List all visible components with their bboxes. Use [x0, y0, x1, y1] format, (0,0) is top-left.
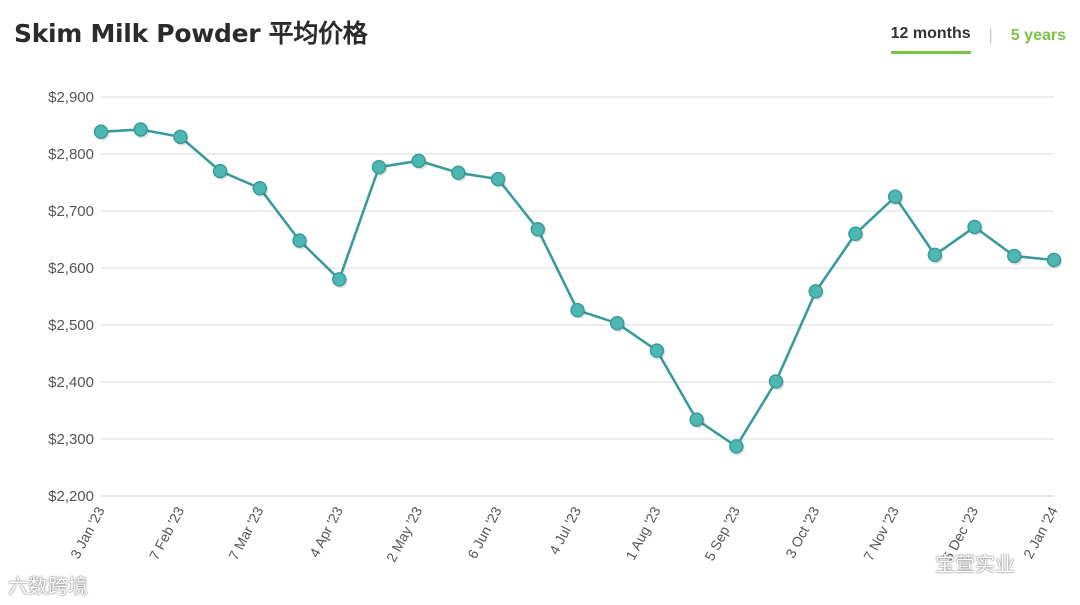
series-line	[100, 128, 1055, 448]
y-tick-label: $2,200	[48, 488, 94, 505]
data-point	[570, 302, 585, 318]
y-tick-label: $2,700	[48, 203, 94, 220]
x-tick-label: 7 Feb '23	[146, 504, 187, 563]
data-point	[133, 122, 148, 137]
y-tick-label: $2,600	[48, 260, 94, 277]
tab-5-years[interactable]: 5 years	[1010, 26, 1066, 44]
data-point	[689, 412, 704, 427]
x-tick-label: 6 Jun '23	[464, 504, 505, 561]
data-point	[848, 226, 863, 242]
data-point	[490, 171, 506, 187]
tab-separator: |	[988, 26, 993, 44]
x-tick-label: 4 Jul '23	[546, 504, 585, 557]
time-range-tabs: 12 months | 5 years	[890, 25, 1066, 54]
tab-12-months[interactable]: 12 months	[890, 25, 971, 54]
y-tick-label: $2,500	[48, 317, 94, 334]
x-tick-label: 7 Mar '23	[225, 504, 266, 563]
watermark-right: 宝萱实业	[935, 552, 1015, 576]
y-tick-label: $2,900	[48, 89, 94, 106]
x-tick-label: 2 May '23	[383, 504, 426, 565]
data-point	[808, 284, 823, 299]
data-point	[332, 272, 347, 287]
watermark-left: 六数跨境	[8, 574, 88, 598]
x-tick-label: 3 Jan '23	[67, 504, 108, 561]
data-point	[927, 247, 943, 263]
data-point	[252, 180, 268, 196]
data-point	[609, 316, 625, 331]
x-tick-label: 7 Nov '23	[860, 504, 902, 564]
data-point	[173, 129, 188, 145]
y-tick-label: $2,800	[48, 146, 94, 163]
x-tick-label: 2 Jan '24	[1020, 504, 1061, 561]
y-tick-label: $2,400	[48, 374, 94, 391]
data-point	[967, 219, 982, 235]
data-point	[1007, 248, 1022, 264]
data-point	[1046, 252, 1062, 268]
data-point	[451, 165, 466, 181]
data-point	[887, 189, 903, 204]
data-point	[212, 163, 228, 179]
data-point	[411, 153, 426, 169]
data-point	[729, 439, 744, 454]
x-tick-label: 1 Aug '23	[622, 504, 663, 563]
chart-title: Skim Milk Powder 平均价格	[14, 19, 368, 48]
data-point	[530, 221, 546, 237]
data-point	[371, 159, 387, 175]
y-tick-label: $2,300	[48, 431, 94, 448]
data-point	[649, 343, 665, 358]
x-tick-label: 4 Apr '23	[306, 504, 346, 560]
x-tick-label: 5 Sep '23	[701, 504, 743, 564]
data-point	[93, 124, 109, 140]
data-point	[768, 374, 784, 389]
x-tick-label: 3 Oct '23	[782, 504, 822, 561]
data-point	[292, 233, 307, 248]
